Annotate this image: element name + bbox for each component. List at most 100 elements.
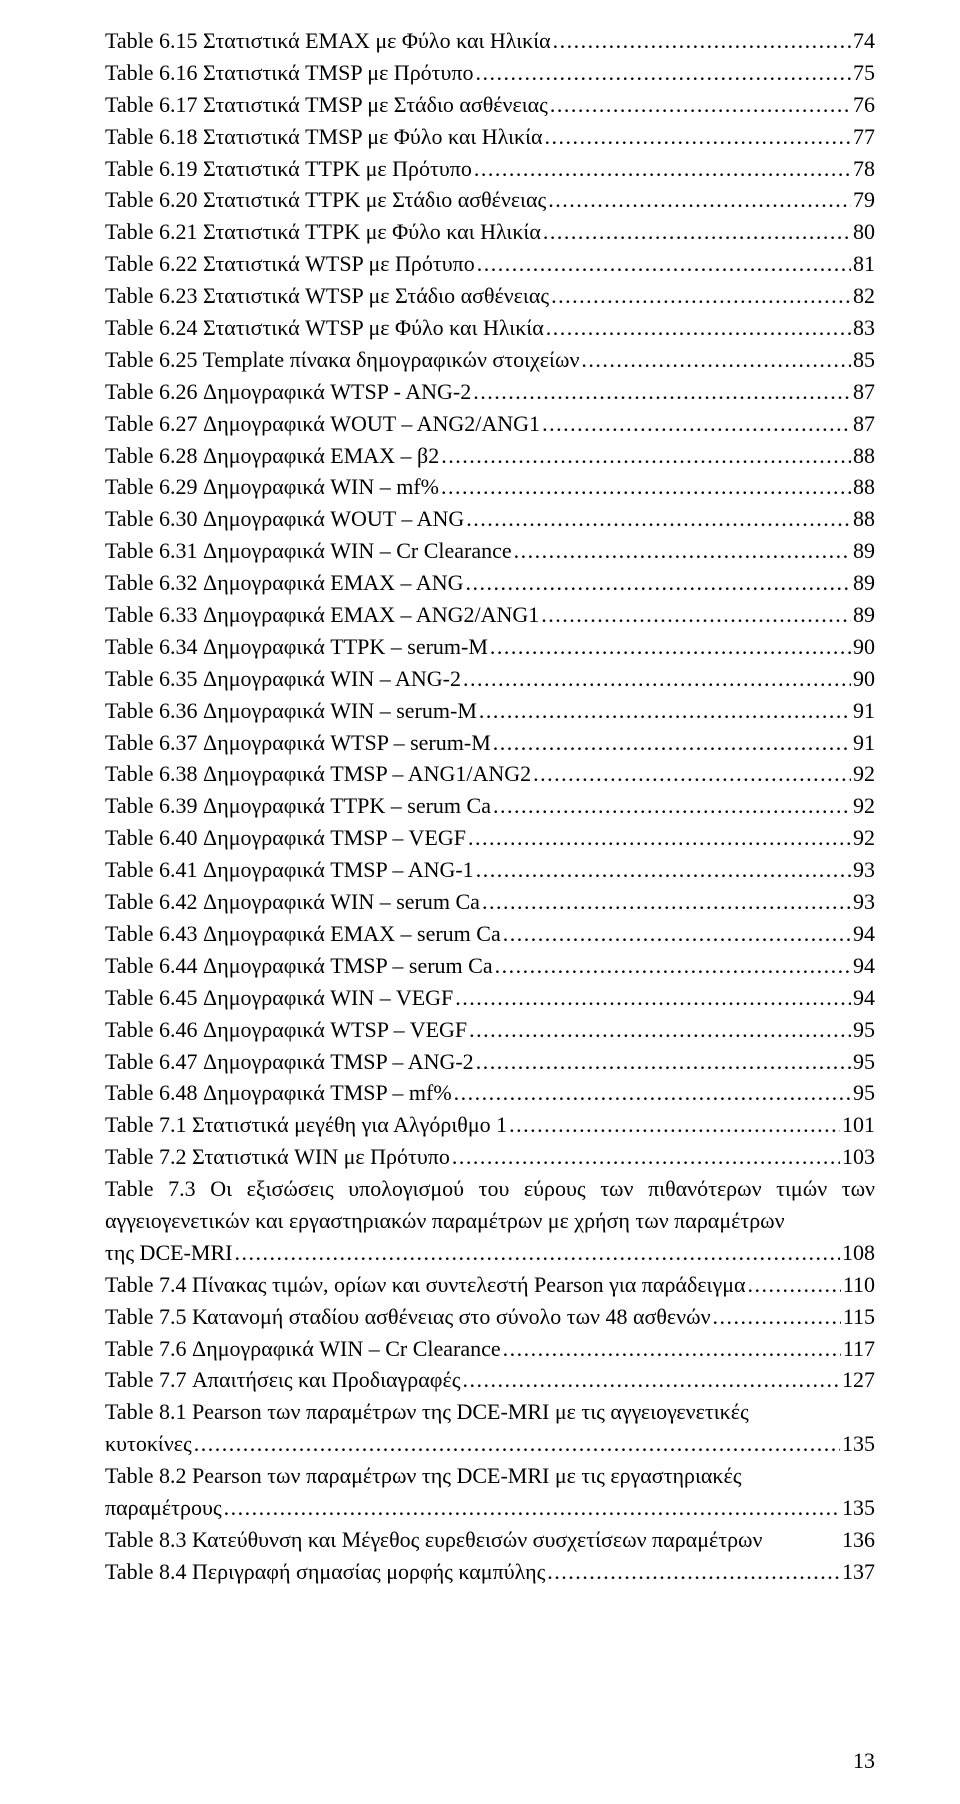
toc-leader-dots (542, 408, 851, 440)
toc-entry-label: Table 7.6 Δημογραφικά WIN – Cr Clearance (105, 1333, 501, 1365)
toc-entry-label: παραμέτρους (105, 1492, 222, 1524)
toc-entry: Table 6.38 Δημογραφικά TMSP – ANG1/ANG29… (105, 758, 875, 790)
toc-entry-page: 95 (853, 1046, 875, 1078)
toc-entry-label: Table 6.23 Στατιστικά WTSP με Στάδιο ασθ… (105, 280, 549, 312)
toc-entry-label: Table 6.26 Δημογραφικά WTSP - ANG-2 (105, 376, 471, 408)
toc-leader-dots (194, 1428, 840, 1460)
toc-entry-page: 94 (853, 950, 875, 982)
toc-entry-label: Table 6.36 Δημογραφικά WIN – serum-M (105, 695, 477, 727)
toc-entry: Table 6.26 Δημογραφικά WTSP - ANG-287 (105, 376, 875, 408)
toc-entry-label: Table 6.17 Στατιστικά TMSP με Στάδιο ασθ… (105, 89, 548, 121)
toc-entry: Table 6.32 Δημογραφικά EMAX – ANG 89 (105, 567, 875, 599)
toc-entry-page: 88 (853, 503, 875, 535)
toc-entry-page: 89 (853, 567, 875, 599)
toc-entry-page: 82 (853, 280, 875, 312)
document-page: Table 6.15 Στατιστικά ΕΜΑΧ με Φύλο και Η… (0, 0, 960, 1804)
toc-entry-label: Table 6.16 Στατιστικά TMSP με Πρότυπο (105, 57, 474, 89)
toc-entry: Table 8.3 Κατεύθυνση και Μέγεθος ευρεθει… (105, 1524, 875, 1556)
toc-entry-page: 83 (853, 312, 875, 344)
toc-entry: Table 7.5 Κατανομή σταδίου ασθένειας στο… (105, 1301, 875, 1333)
toc-leader-dots (476, 854, 851, 886)
toc-entry-label: Table 6.28 Δημογραφικά EMAX – β2 (105, 440, 439, 472)
toc-entry: Table 6.37 Δημογραφικά WTSP – serum-M91 (105, 727, 875, 759)
toc-entry-page: 135 (842, 1492, 875, 1524)
toc-entry-label: Table 6.35 Δημογραφικά WIN – ANG-2 (105, 663, 461, 695)
toc-entry-page: 93 (853, 886, 875, 918)
toc-entry-page: 90 (853, 663, 875, 695)
toc-entry: παραμέτρους 135 (105, 1492, 875, 1524)
toc-entry: Table 6.15 Στατιστικά ΕΜΑΧ με Φύλο και Η… (105, 25, 875, 57)
toc-entry: Table 6.42 Δημογραφικά WIN – serum Ca93 (105, 886, 875, 918)
toc-entry: της DCE-MRI108 (105, 1237, 875, 1269)
toc-leader-dots (533, 758, 851, 790)
toc-entry-page: 92 (853, 790, 875, 822)
toc-leader-dots (553, 25, 851, 57)
toc-entry-label: Table 6.29 Δημογραφικά WIN – mf% (105, 471, 439, 503)
toc-entry-label: Table 6.25 Template πίνακα δημογραφικών … (105, 344, 579, 376)
toc-entry: Table 6.28 Δημογραφικά EMAX – β2 88 (105, 440, 875, 472)
toc-entry-label: Table 6.34 Δημογραφικά TTPK – serum-M (105, 631, 488, 663)
toc-entry-text: Table 7.3 Οι εξισώσεις υπολογισμού του ε… (105, 1173, 875, 1237)
toc-entry: Table 6.27 Δημογραφικά WOUT – ANG2/ANG18… (105, 408, 875, 440)
toc-leader-dots (548, 184, 851, 216)
toc-leader-dots (469, 1014, 851, 1046)
toc-entry-label: Table 6.30 Δημογραφικά WOUT – ANG (105, 503, 464, 535)
toc-entry: Table 6.36 Δημογραφικά WIN – serum-M91 (105, 695, 875, 727)
toc-entry-label: Table 6.44 Δημογραφικά TMSP – serum Ca (105, 950, 493, 982)
toc-entry-text: Table 8.2 Pearson των παραμέτρων της DCE… (105, 1460, 875, 1492)
toc-entry: Table 6.47 Δημογραφικά TMSP – ANG-2 95 (105, 1046, 875, 1078)
toc-leader-dots (509, 1109, 840, 1141)
toc-leader-dots (441, 471, 851, 503)
page-footer-number: 13 (853, 1748, 875, 1774)
toc-leader-dots (473, 376, 851, 408)
toc-leader-dots (462, 1364, 840, 1396)
toc-leader-dots (490, 631, 851, 663)
toc-entry-page: 94 (853, 982, 875, 1014)
toc-entry-page: 78 (853, 153, 875, 185)
toc-entry-page: 87 (853, 408, 875, 440)
toc-entry-label: της DCE-MRI (105, 1237, 232, 1269)
toc-entry-page: 101 (842, 1109, 875, 1141)
toc-entry-label: Table 7.2 Στατιστικά WIN με Πρότυπο (105, 1141, 450, 1173)
toc-entry-page: 75 (853, 57, 875, 89)
toc-entry-label: Table 6.37 Δημογραφικά WTSP – serum-M (105, 727, 491, 759)
toc-entry: Table 6.40 Δημογραφικά TMSP – VEGF92 (105, 822, 875, 854)
toc-entry-page: 94 (853, 918, 875, 950)
toc-entry-page: 80 (853, 216, 875, 248)
toc-leader-dots (493, 790, 851, 822)
toc-leader-dots (234, 1237, 840, 1269)
toc-entry-label: Table 6.47 Δημογραφικά TMSP – ANG-2 (105, 1046, 474, 1078)
toc-entry-page: 74 (853, 25, 875, 57)
toc-entry-label: Table 6.33 Δημογραφικά EMAX – ANG2/ANG1 (105, 599, 539, 631)
toc-entry-label: Table 6.32 Δημογραφικά EMAX – ANG (105, 567, 463, 599)
toc-entry-page: 89 (853, 599, 875, 631)
toc-entry-page: 88 (853, 440, 875, 472)
toc-leader-dots (224, 1492, 840, 1524)
toc-entry: Table 6.20 Στατιστικά TTPK με Στάδιο ασθ… (105, 184, 875, 216)
toc-entry-page: 135 (842, 1428, 875, 1460)
toc-entry-label: Table 6.18 Στατιστικά TMSP με Φύλο και Η… (105, 121, 543, 153)
toc-entry: Table 6.45 Δημογραφικά WIN – VEGF94 (105, 982, 875, 1014)
toc-leader-dots (550, 89, 851, 121)
toc-leader-dots (493, 727, 851, 759)
toc-leader-dots (476, 57, 851, 89)
toc-leader-dots (466, 503, 851, 535)
toc-entry: Table 6.30 Δημογραφικά WOUT – ANG 88 (105, 503, 875, 535)
toc-leader-dots (545, 121, 851, 153)
toc-leader-dots (713, 1301, 841, 1333)
toc-leader-dots (477, 248, 851, 280)
toc-entry: Table 8.4 Περιγραφή σημασίας μορφής καμπ… (105, 1556, 875, 1588)
toc-leader-dots (465, 567, 851, 599)
toc-entry: Table 6.16 Στατιστικά TMSP με Πρότυπο 75 (105, 57, 875, 89)
toc-leader-dots (748, 1269, 841, 1301)
toc-leader-dots (482, 886, 851, 918)
toc-leader-dots (452, 1141, 840, 1173)
toc-leader-dots (476, 1046, 851, 1078)
toc-entry: Table 6.23 Στατιστικά WTSP με Στάδιο ασθ… (105, 280, 875, 312)
toc-entry-page: 93 (853, 854, 875, 886)
toc-entry-text: Table 8.1 Pearson των παραμέτρων της DCE… (105, 1396, 875, 1428)
toc-leader-dots (503, 1333, 841, 1365)
toc-entry-label: Table 6.19 Στατιστικά TTPK με Πρότυπο (105, 153, 472, 185)
toc-entry: Table 6.18 Στατιστικά TMSP με Φύλο και Η… (105, 121, 875, 153)
toc-leader-dots (503, 918, 851, 950)
